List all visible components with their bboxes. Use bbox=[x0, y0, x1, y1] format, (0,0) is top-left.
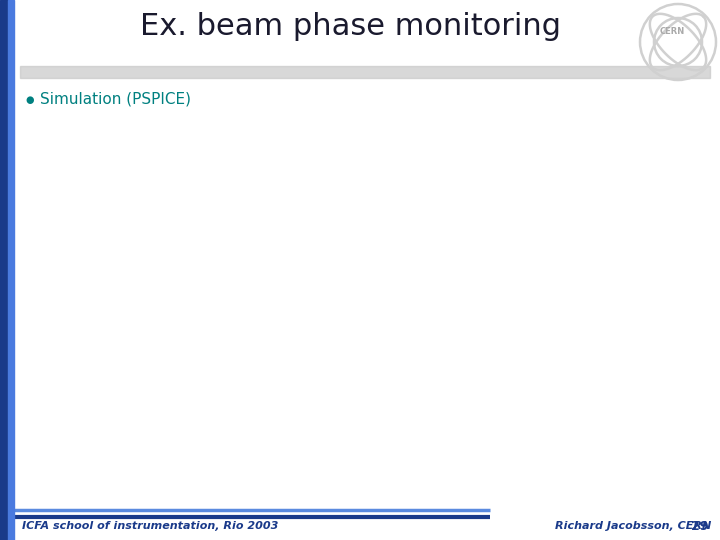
Text: 29: 29 bbox=[691, 519, 708, 532]
Text: ●: ● bbox=[26, 95, 35, 105]
Text: Simulation (PSPICE): Simulation (PSPICE) bbox=[40, 92, 191, 107]
Text: Richard Jacobsson, CERN: Richard Jacobsson, CERN bbox=[555, 521, 711, 531]
Bar bbox=[8, 0, 14, 540]
Bar bbox=[20, 66, 710, 78]
Bar bbox=[0, 0, 8, 540]
Text: Ex. beam phase monitoring: Ex. beam phase monitoring bbox=[140, 12, 560, 41]
Text: ICFA school of instrumentation, Rio 2003: ICFA school of instrumentation, Rio 2003 bbox=[22, 521, 279, 531]
Text: CERN: CERN bbox=[660, 28, 685, 37]
